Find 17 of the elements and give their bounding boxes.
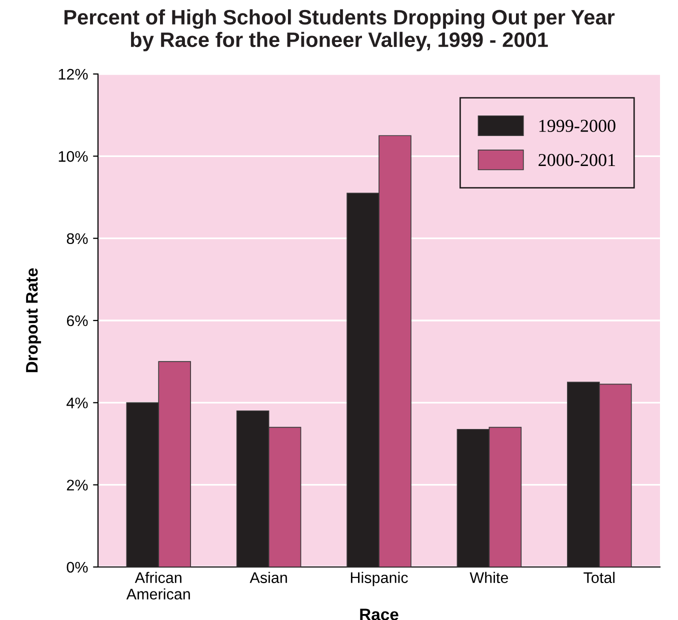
x-tick-label: Asian: [250, 572, 287, 584]
y-tick-label: 6%: [66, 315, 88, 326]
x-axis-title: Race: [360, 608, 398, 620]
y-tick-label: 2%: [66, 480, 88, 490]
y-axis-title: Dropout Rate: [26, 268, 42, 372]
legend-label: 1999-2000: [539, 120, 616, 132]
y-tick-label: 12%: [58, 68, 88, 80]
legend-label: 2000-2001: [538, 154, 615, 166]
y-tick-label: 4%: [66, 398, 88, 408]
y-tick-label: 0%: [66, 562, 88, 573]
y-tick-label: 10%: [58, 151, 88, 162]
y-tick-label: 8%: [66, 233, 88, 244]
x-tick-label: African American: [126, 572, 190, 600]
x-tick-label: Total: [584, 572, 615, 584]
x-tick-label: Hispanic: [350, 572, 408, 586]
chart-title: Percent of High School Students Dropping Out per Year by Race for the Pioneer Valley, 1999 - 2001: [64, 9, 615, 52]
x-tick-label: White: [470, 572, 508, 584]
